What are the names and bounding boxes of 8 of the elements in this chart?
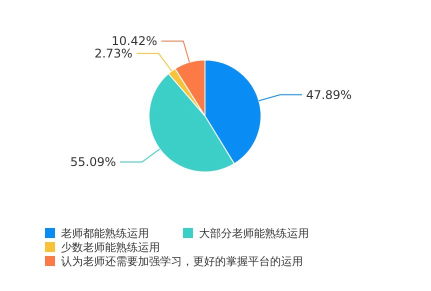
data-label: 2.73% xyxy=(94,46,133,60)
data-label: 55.09% xyxy=(70,155,116,170)
data-label: 10.42% xyxy=(112,34,158,48)
data-label: 47.89% xyxy=(306,88,352,102)
legend-label: 老师都能熟练运用 xyxy=(61,226,149,240)
legend-label: 少数老师能熟练运用 xyxy=(61,240,160,254)
legend-label: 大部分老师能熟练运用 xyxy=(199,226,309,240)
legend-label: 认为老师还需要加强学习，更好的掌握平台的运用 xyxy=(61,254,303,268)
